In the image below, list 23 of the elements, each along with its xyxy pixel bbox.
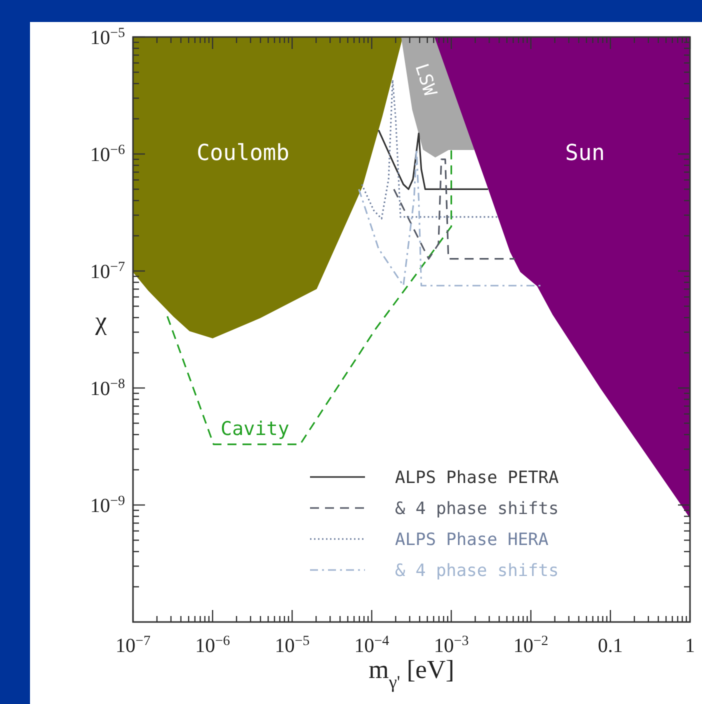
- y-tick-label: 10$^{−8}$: [90, 376, 125, 400]
- y-axis-title: χ: [94, 306, 108, 336]
- legend-label: & 4 phase shifts: [395, 561, 559, 581]
- y-tick-label: 10$^{−7}$: [90, 260, 125, 283]
- x-tick-label: 10$^{−2}$: [513, 634, 548, 657]
- x-axis-title: m$_{γ'}$ [eV]: [368, 655, 454, 692]
- x-tick-label: 10$^{−7}$: [116, 634, 150, 657]
- x-tick-label: 10$^{−4}$: [354, 634, 390, 657]
- legend-label: ALPS Phase HERA: [395, 530, 549, 550]
- legend-label: & 4 phase shifts: [395, 499, 559, 519]
- annotation: Coulomb: [196, 141, 290, 166]
- y-tick-label: 10$^{−6}$: [90, 142, 125, 166]
- annotation: Sun: [565, 141, 605, 166]
- x-tick-label: 0.1: [598, 635, 623, 657]
- x-tick-label: 10$^{−5}$: [274, 634, 310, 657]
- x-tick-label: 1: [685, 635, 695, 657]
- y-tick-label: 10$^{−9}$: [90, 494, 125, 517]
- x-tick-label: 10$^{−3}$: [434, 634, 469, 657]
- x-tick-label: 10$^{−6}$: [195, 634, 230, 657]
- annotation: Cavity: [220, 418, 290, 440]
- y-tick-label: 10$^{−5}$: [90, 26, 125, 49]
- annotation: LSW: [410, 61, 441, 99]
- legend-label: ALPS Phase PETRA: [395, 468, 559, 488]
